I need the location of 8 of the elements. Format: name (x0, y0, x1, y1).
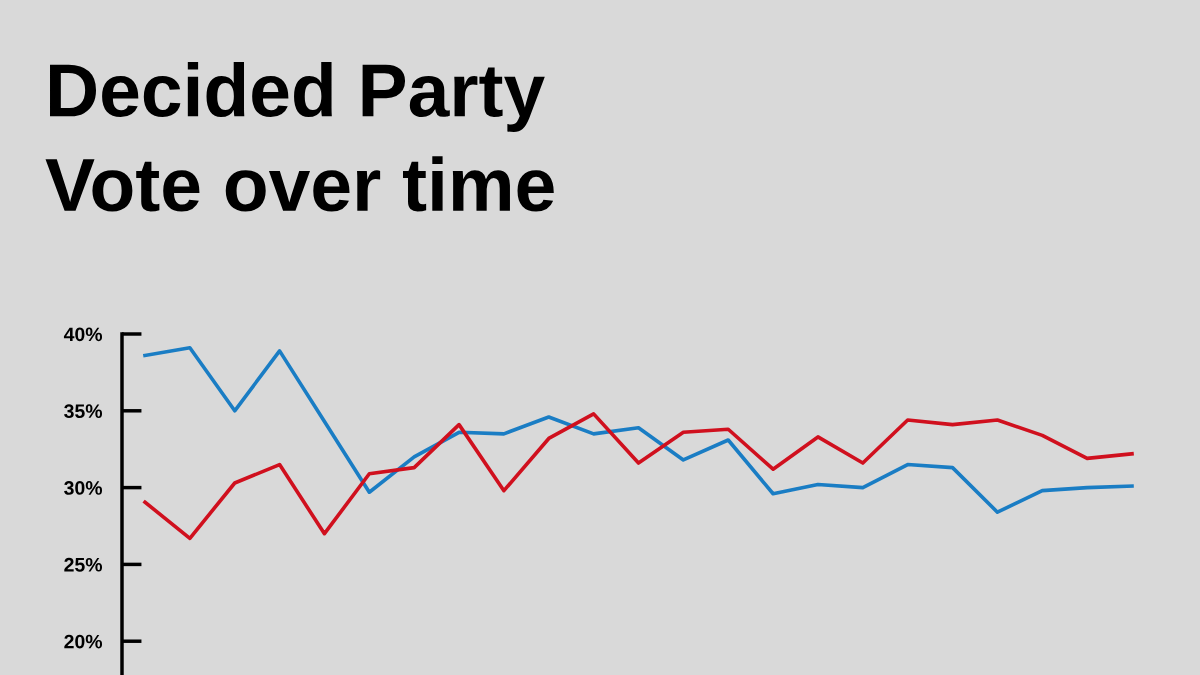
chart-title: Decided Party Vote over time (45, 62, 554, 212)
y-tick-label: 25% (64, 557, 103, 572)
y-tick-label: 20% (64, 634, 103, 649)
y-tick-label: 40% (63, 327, 103, 342)
line-series (143, 346, 1134, 514)
line-series (143, 412, 1134, 541)
y-tick-label: 30% (64, 481, 103, 495)
y-tick-label: 35% (64, 404, 103, 419)
